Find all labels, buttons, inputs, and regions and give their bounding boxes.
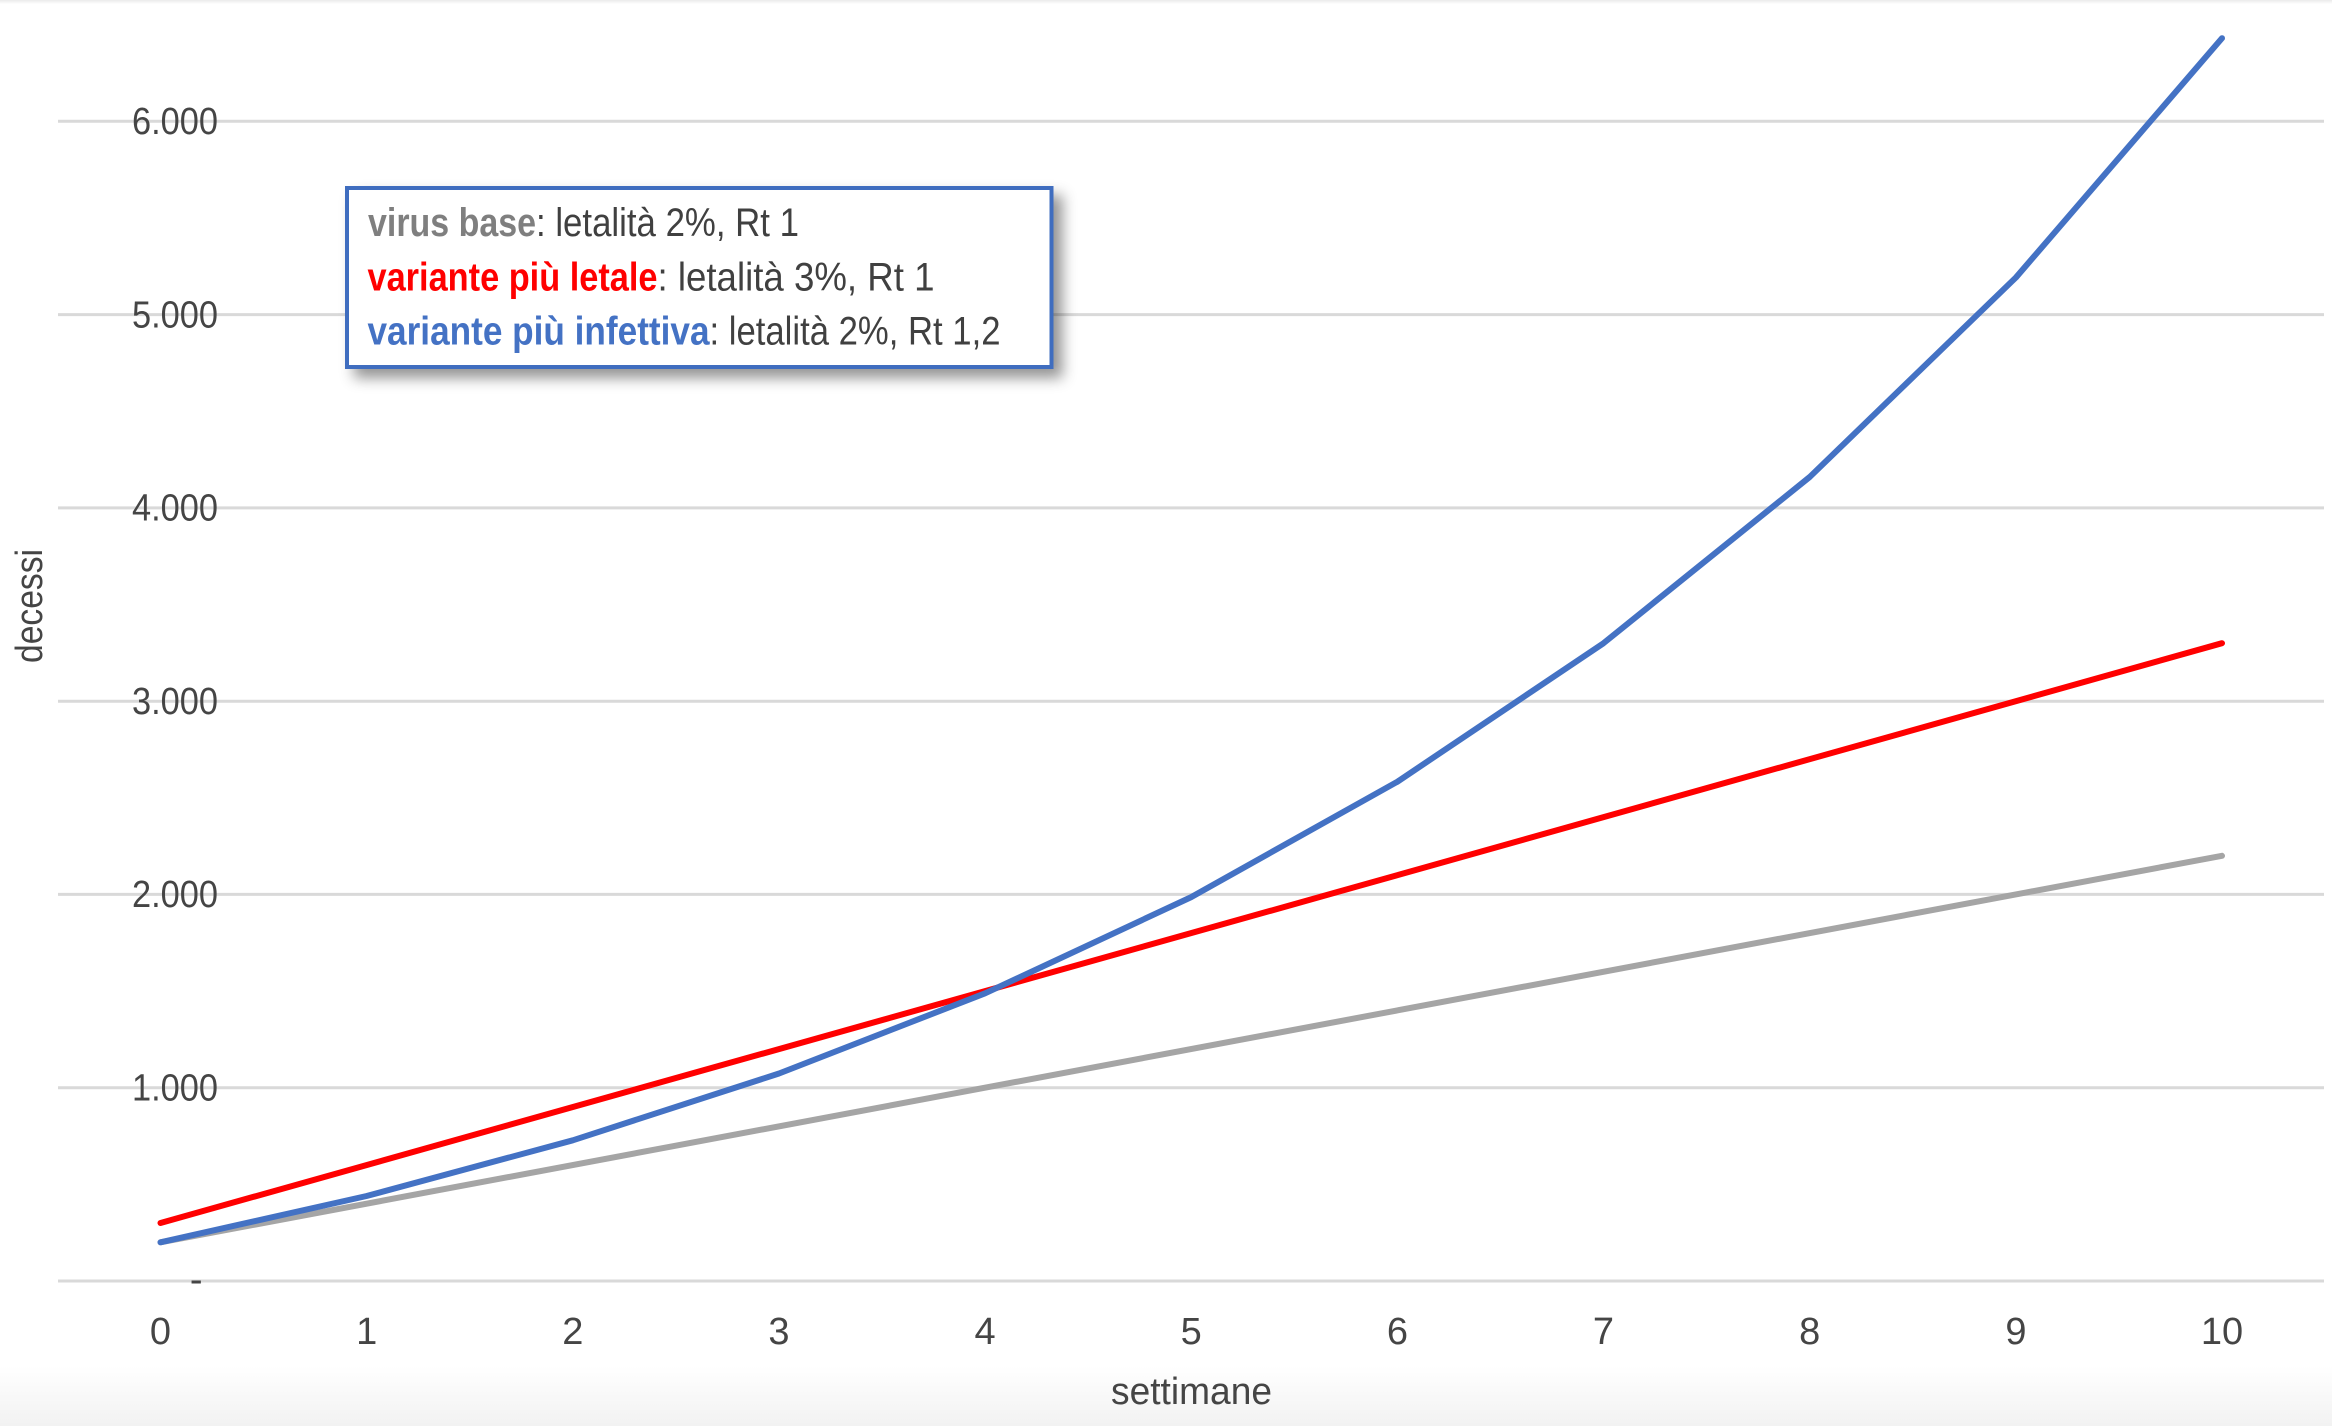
svg-text:1: 1 [356, 1311, 377, 1353]
svg-text:2: 2 [562, 1311, 583, 1353]
svg-text:5: 5 [1181, 1311, 1202, 1353]
svg-text:3.000: 3.000 [132, 681, 218, 723]
svg-text:7: 7 [1593, 1311, 1614, 1353]
svg-text:virus base: letalità 2%, Rt 1: virus base: letalità 2%, Rt 1 [368, 201, 799, 245]
svg-text:1.000: 1.000 [132, 1067, 218, 1109]
svg-text:6: 6 [1387, 1311, 1408, 1353]
svg-text:4.000: 4.000 [132, 488, 218, 530]
svg-text:10: 10 [2201, 1311, 2243, 1353]
svg-text:8: 8 [1799, 1311, 1820, 1353]
svg-text:5.000: 5.000 [132, 294, 218, 336]
svg-text:variante più infettiva: letali: variante più infettiva: letalità 2%, Rt … [368, 310, 1001, 354]
svg-text:variante più letale: letalità: variante più letale: letalità 3%, Rt 1 [368, 256, 935, 300]
svg-text:3: 3 [768, 1311, 789, 1353]
svg-text:4: 4 [975, 1311, 996, 1353]
svg-text:6.000: 6.000 [132, 101, 218, 143]
svg-text:2.000: 2.000 [132, 874, 218, 916]
svg-text:0: 0 [150, 1311, 171, 1353]
svg-text:-: - [190, 1259, 203, 1301]
svg-text:settimane: settimane [1111, 1371, 1272, 1413]
svg-text:9: 9 [2005, 1311, 2026, 1353]
svg-text:decessi: decessi [9, 549, 51, 663]
